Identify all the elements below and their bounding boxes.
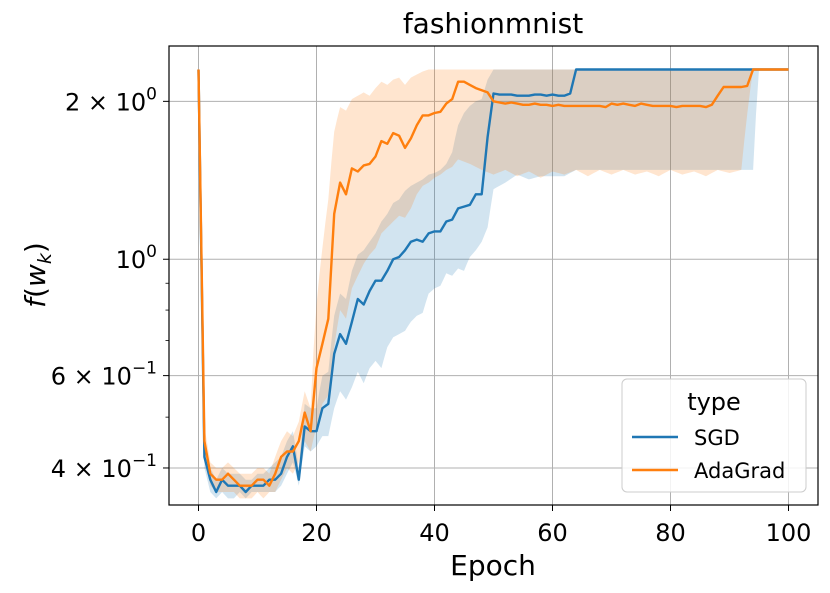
confidence-band-sgd — [198, 69, 789, 499]
series-line-sgd — [197, 68, 789, 494]
legend-title: type — [687, 388, 741, 416]
series-lines — [197, 68, 789, 494]
legend-label-sgd: SGD — [694, 426, 740, 450]
plot-frame — [168, 45, 819, 506]
x-tick-label: 0 — [191, 519, 206, 547]
y-tick-label: 2 × 100 — [65, 84, 157, 116]
x-tick-label: 100 — [766, 519, 812, 547]
chart-title: fashionmnist — [403, 7, 583, 40]
confidence-bands — [198, 69, 789, 499]
x-axis-label: Epoch — [450, 549, 536, 582]
y-tick-label: 4 × 10−1 — [51, 451, 157, 483]
confidence-band-adagrad — [198, 69, 789, 499]
y-axis-label: f(wk) — [19, 242, 56, 308]
legend: type SGD AdaGrad — [621, 378, 807, 493]
legend-frame — [621, 378, 807, 493]
x-axis: 0 20 40 60 80 100 — [191, 505, 812, 547]
x-tick-label: 60 — [537, 519, 568, 547]
x-tick-label: 20 — [301, 519, 332, 547]
y-axis: 4 × 10−1 6 × 10−1 100 2 × 100 — [51, 84, 169, 483]
y-tick-label: 100 — [116, 242, 157, 274]
y-tick-label: 6 × 10−1 — [51, 359, 157, 391]
legend-label-adagrad: AdaGrad — [694, 459, 785, 483]
x-tick-label: 80 — [655, 519, 686, 547]
series-line-adagrad — [197, 68, 789, 487]
x-tick-label: 40 — [419, 519, 450, 547]
